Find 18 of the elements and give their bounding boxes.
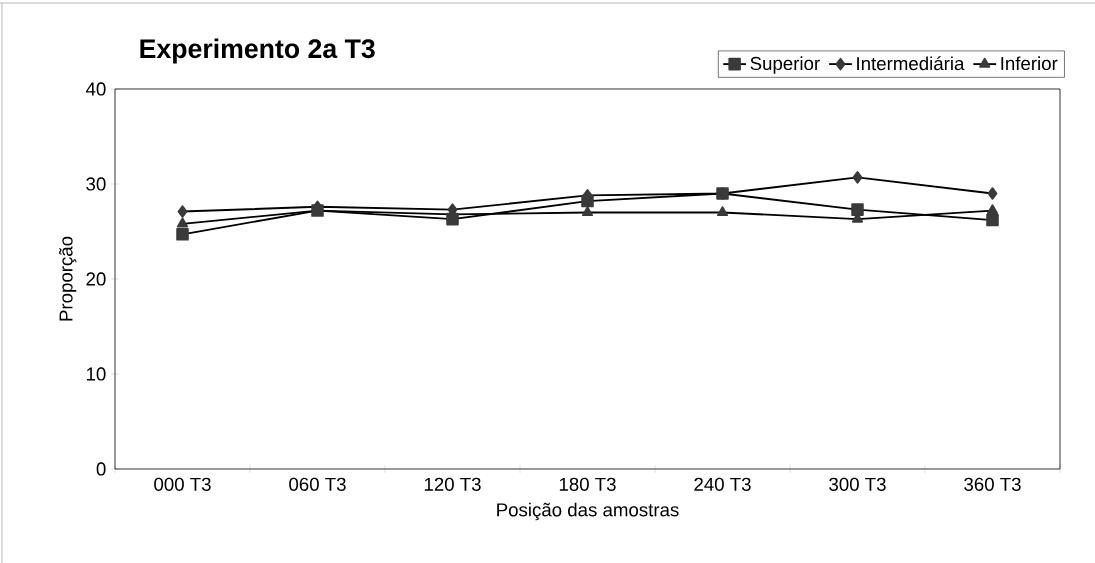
x-tick-label: 300 T3	[829, 477, 886, 491]
x-axis-title: Posição das amostras	[497, 502, 679, 521]
x-tick-label: 180 T3	[559, 477, 616, 491]
y-tick-label: 30	[86, 177, 106, 191]
y-tick-label: 40	[85, 82, 106, 96]
y-tick-label: 10	[86, 367, 106, 381]
x-tick-label: 360 T3	[964, 477, 1021, 491]
y-tick-label: 20	[86, 272, 106, 286]
y-axis-title: Proporção	[59, 236, 77, 321]
chart-title: Experimento 2a T3	[140, 38, 375, 64]
x-tick-label: 060 T3	[289, 477, 346, 491]
legend-label: Inferior	[1001, 56, 1058, 71]
legend-label: Superior	[750, 56, 820, 74]
x-tick-label: 240 T3	[694, 477, 751, 491]
x-tick-label: 000 T3	[154, 477, 211, 491]
x-tick-label: 120 T3	[424, 477, 481, 491]
y-tick-label: 0	[96, 462, 106, 476]
legend-label: Intermediária	[857, 56, 965, 71]
